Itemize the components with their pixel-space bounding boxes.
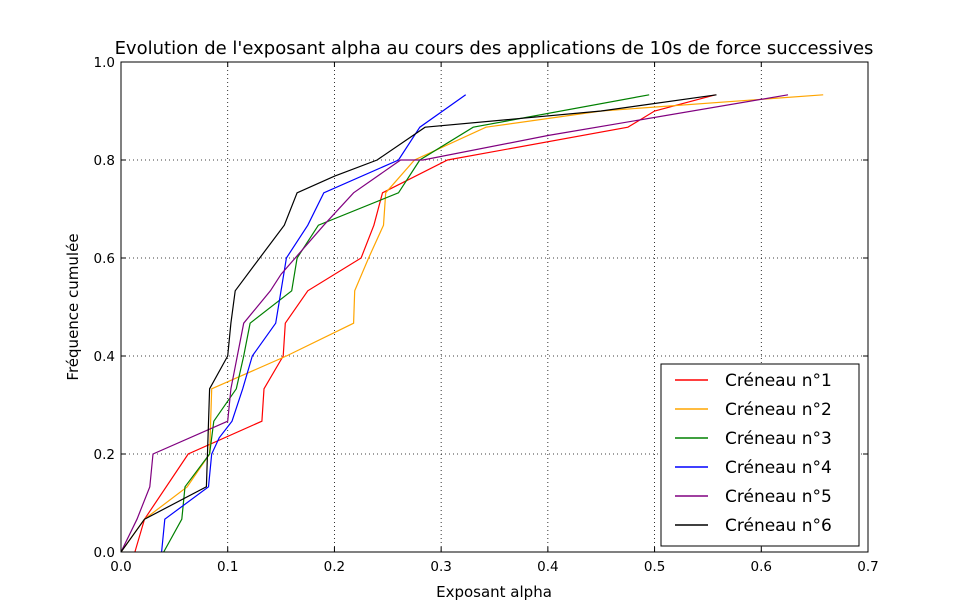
y-tick-label: 0.0 (94, 545, 115, 561)
plot-frame (120, 61, 869, 553)
series-line-4 (161, 94, 467, 553)
legend-entries: Créneau n°1 Créneau n°2 Créneau n°3 Créneau… (675, 371, 832, 536)
legend-label-4: Créneau n°4 (725, 458, 832, 478)
y-tick-label: 0.8 (94, 153, 115, 169)
y-tick-label: 0.2 (94, 447, 115, 463)
chart-title: Evolution de l'exposant alpha au cours d… (115, 38, 874, 59)
series-line-1 (134, 94, 716, 553)
tick-labels: 0.0 0.1 0.2 0.3 0.4 0.5 0.6 0.7 0.0 0.2 0.4 0.6 0.8 1… (94, 55, 879, 575)
legend-label-1: Créneau n°1 (725, 371, 832, 391)
series-line-2 (120, 94, 824, 553)
x-tick-label: 0.3 (430, 559, 451, 575)
y-tick-label: 1.0 (94, 55, 115, 71)
legend: Créneau n°1 Créneau n°2 Créneau n°3 Créneau… (660, 363, 860, 547)
legend-label-6: Créneau n°6 (725, 516, 832, 536)
ticks (120, 61, 869, 553)
grid (121, 62, 868, 552)
series-line-6 (120, 94, 717, 553)
x-tick-label: 0.1 (217, 559, 238, 575)
x-tick-label: 0.2 (324, 559, 345, 575)
x-tick-label: 0.5 (644, 559, 665, 575)
y-tick-label: 0.4 (94, 349, 115, 365)
x-tick-label: 0.4 (537, 559, 558, 575)
legend-label-3: Créneau n°3 (725, 429, 832, 449)
series-layer (120, 94, 824, 553)
x-tick-label: 0.0 (110, 559, 131, 575)
x-axis-label: Exposant alpha (436, 583, 552, 601)
series-line-5 (120, 94, 789, 553)
legend-label-5: Créneau n°5 (725, 487, 832, 507)
x-tick-label: 0.7 (857, 559, 878, 575)
legend-box (660, 363, 860, 547)
legend-label-2: Créneau n°2 (725, 400, 832, 420)
y-tick-label: 0.6 (94, 251, 115, 267)
x-tick-label: 0.6 (751, 559, 772, 575)
y-axis-label: Fréquence cumulée (64, 233, 82, 380)
series-line-3 (163, 94, 650, 553)
